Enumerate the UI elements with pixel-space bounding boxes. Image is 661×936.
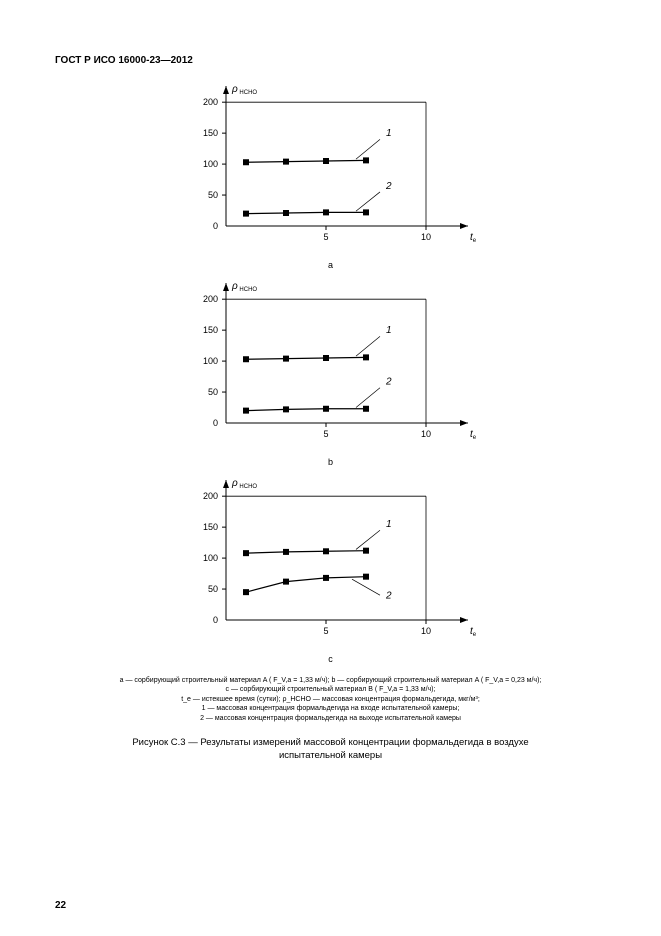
svg-text:te: te — [470, 626, 477, 638]
chart-c-sublabel: c — [176, 654, 486, 664]
svg-text:150: 150 — [202, 522, 217, 532]
svg-text:2: 2 — [385, 181, 392, 192]
svg-text:1: 1 — [386, 325, 392, 336]
svg-text:50: 50 — [207, 190, 217, 200]
legend-line: a — сорбирующий строительный материал A … — [55, 676, 606, 685]
svg-text:ρ HCHO: ρ HCHO — [231, 478, 257, 490]
svg-text:1: 1 — [386, 519, 392, 530]
svg-text:50: 50 — [207, 387, 217, 397]
svg-text:200: 200 — [202, 97, 217, 107]
svg-text:ρ HCHO: ρ HCHO — [231, 84, 257, 96]
chart-a: 50 100 150 200 0 5 10 ρ HCHO te 1 2 — [176, 81, 486, 256]
svg-text:0: 0 — [212, 221, 217, 231]
chart-a-sublabel: a — [176, 260, 486, 270]
chart-a-block: 50 100 150 200 0 5 10 ρ HCHO te 1 2 a — [176, 81, 486, 270]
page: ГОСТ Р ИСО 16000-23—2012 501001502000510… — [0, 0, 661, 936]
svg-text:100: 100 — [202, 553, 217, 563]
svg-text:te: te — [470, 232, 477, 244]
legend-block: a — сорбирующий строительный материал A … — [55, 676, 606, 723]
legend-line: t_e — истекшее время (сутки); ρ_HCHO — м… — [55, 695, 606, 704]
page-number: 22 — [55, 900, 66, 911]
svg-text:200: 200 — [202, 491, 217, 501]
chart-c: 50 100 150 200 0 5 10 ρ HCHO te 1 2 — [176, 475, 486, 650]
chart-b-sublabel: b — [176, 457, 486, 467]
figure-caption-line2: испытательной камеры — [279, 750, 382, 761]
svg-text:2: 2 — [385, 377, 392, 388]
svg-text:0: 0 — [212, 615, 217, 625]
svg-text:150: 150 — [202, 325, 217, 335]
legend-line: c — сорбирующий строительный материал B … — [55, 685, 606, 694]
chart-b: 50 100 150 200 0 5 10 ρ HCHO te 1 2 — [176, 278, 486, 453]
svg-text:5: 5 — [323, 232, 328, 242]
svg-text:150: 150 — [202, 128, 217, 138]
svg-text:0: 0 — [212, 418, 217, 428]
figure-caption-line1: Рисунок С.3 — Результаты измерений массо… — [132, 737, 528, 748]
svg-text:te: te — [470, 429, 477, 441]
chart-b-block: 50 100 150 200 0 5 10 ρ HCHO te 1 2 b — [176, 278, 486, 467]
svg-text:100: 100 — [202, 159, 217, 169]
figure-caption: Рисунок С.3 — Результаты измерений массо… — [55, 737, 606, 763]
svg-text:1: 1 — [386, 128, 392, 139]
svg-text:10: 10 — [420, 626, 430, 636]
svg-text:5: 5 — [323, 626, 328, 636]
document-header: ГОСТ Р ИСО 16000-23—2012 — [55, 55, 606, 66]
svg-text:10: 10 — [420, 429, 430, 439]
svg-text:ρ HCHO: ρ HCHO — [231, 281, 257, 293]
legend-line: 2 — массовая концентрация формальдегида … — [55, 714, 606, 723]
svg-text:5: 5 — [323, 429, 328, 439]
svg-text:10: 10 — [420, 232, 430, 242]
svg-text:2: 2 — [385, 590, 392, 601]
legend-line: 1 — массовая концентрация формальдегида … — [55, 704, 606, 713]
svg-text:100: 100 — [202, 356, 217, 366]
svg-text:200: 200 — [202, 294, 217, 304]
svg-text:50: 50 — [207, 584, 217, 594]
chart-c-block: 50 100 150 200 0 5 10 ρ HCHO te 1 2 c — [176, 475, 486, 664]
